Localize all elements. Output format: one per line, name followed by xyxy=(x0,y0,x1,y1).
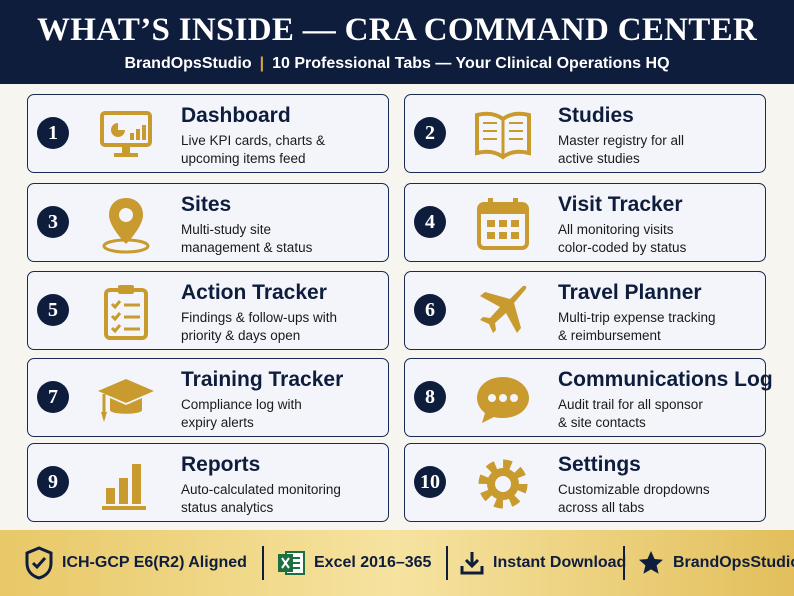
tab-description: Findings & follow-ups with priority & day… xyxy=(181,309,337,345)
tab-card: 5 Action Tracker Findings & follow-ups wit… xyxy=(27,271,389,350)
footer-label: Instant Download xyxy=(493,554,627,571)
tab-description: Audit trail for all sponsor & site contac… xyxy=(558,396,703,432)
description-line: color-coded by status xyxy=(558,240,687,255)
description-line: Multi-study site xyxy=(181,222,272,237)
tab-description: Multi-study site management & status xyxy=(181,221,312,257)
tab-title: Settings xyxy=(558,453,641,476)
tab-description: Live KPI cards, charts & upcoming items f… xyxy=(181,132,325,168)
tab-number: 1 xyxy=(37,117,69,149)
tab-title: Training Tracker xyxy=(181,368,344,391)
footer-item: BrandOpsStudio xyxy=(637,530,794,596)
tab-icon xyxy=(477,198,529,250)
subtitle: 10 Professional Tabs — Your Clinical Ope… xyxy=(272,55,670,72)
tab-icon xyxy=(102,198,150,254)
description-line: Compliance log with xyxy=(181,397,302,412)
tab-description: Multi-trip expense tracking & reimburseme… xyxy=(558,309,716,345)
tab-title: Visit Tracker xyxy=(558,193,683,216)
tab-number: 9 xyxy=(37,466,69,498)
footer-icon xyxy=(278,551,305,575)
footer-item: ICH-GCP E6(R2) Aligned xyxy=(24,530,247,596)
footer-item: Instant Download xyxy=(459,530,626,596)
description-line: expiry alerts xyxy=(181,415,254,430)
tab-description: Compliance log with expiry alerts xyxy=(181,396,302,432)
description-line: All monitoring visits xyxy=(558,222,674,237)
footer: ICH-GCP E6(R2) Aligned Excel 2016–365 Inst… xyxy=(0,530,794,596)
tab-number: 3 xyxy=(37,206,69,238)
footer-icon xyxy=(460,552,484,575)
separator: | xyxy=(259,55,265,72)
footer-item: Excel 2016–365 xyxy=(276,530,431,596)
description-line: Master registry for all xyxy=(558,133,685,148)
footer-label: ICH-GCP E6(R2) Aligned xyxy=(62,554,247,571)
description-line: Audit trail for all sponsor xyxy=(558,397,703,412)
tab-icon xyxy=(100,111,152,157)
divider xyxy=(262,546,264,580)
tab-number: 4 xyxy=(414,206,446,238)
description-line: upcoming items feed xyxy=(181,151,306,166)
tab-card: 6 Travel Planner Multi-trip expense tracki… xyxy=(404,271,766,350)
tab-icon xyxy=(480,285,527,333)
footer-icon xyxy=(639,551,663,574)
description-line: priority & days open xyxy=(181,328,301,343)
tab-icon xyxy=(478,459,528,509)
tab-card: 2 Studies Master registry for all active st… xyxy=(404,94,766,173)
tab-title: Sites xyxy=(181,193,232,216)
tab-title: Travel Planner xyxy=(558,281,702,304)
description-line: management & status xyxy=(181,240,313,255)
description-line: Findings & follow-ups with xyxy=(181,310,338,325)
tab-number: 6 xyxy=(414,294,446,326)
description-line: Live KPI cards, charts & xyxy=(181,133,326,148)
tab-card: 7 Training Tracker Compliance log with expi… xyxy=(27,358,389,437)
description-line: & reimbursement xyxy=(558,328,661,343)
tab-description: Auto-calculated monitoring status analyti… xyxy=(181,481,341,517)
tab-title: Communications Log xyxy=(558,368,773,391)
tab-icon xyxy=(475,111,531,160)
tab-card: 1 Dashboard Live KPI cards, charts & upcomi… xyxy=(27,94,389,173)
description-line: Auto-calculated monitoring xyxy=(181,482,341,497)
tab-number: 7 xyxy=(37,381,69,413)
tab-title: Dashboard xyxy=(181,104,291,127)
tab-title: Action Tracker xyxy=(181,281,327,304)
tab-number: 8 xyxy=(414,381,446,413)
description-line: Customizable dropdowns xyxy=(558,482,710,497)
brand: BrandOpsStudio xyxy=(124,55,252,72)
description-line: Multi-trip expense tracking xyxy=(558,310,716,325)
tab-icon xyxy=(477,377,529,423)
divider xyxy=(623,546,625,580)
tab-icon xyxy=(104,285,148,340)
tab-number: 2 xyxy=(414,117,446,149)
tab-icon xyxy=(98,379,154,422)
tab-number: 5 xyxy=(37,294,69,326)
footer-icon xyxy=(25,546,53,580)
tab-title: Studies xyxy=(558,104,634,127)
description-line: active studies xyxy=(558,151,640,166)
footer-label: Excel 2016–365 xyxy=(314,554,432,571)
footer-label: BrandOpsStudio xyxy=(673,554,794,571)
tab-title: Reports xyxy=(181,453,261,476)
tab-card: 4 Visit Tracker All monitoring visits color… xyxy=(404,183,766,262)
tab-number: 10 xyxy=(414,466,446,498)
header: WHAT’S INSIDE — CRA COMMAND CENTER Brand… xyxy=(0,0,794,84)
tab-card: 9 Reports Auto-calculated monitoring status… xyxy=(27,443,389,522)
tab-description: Master registry for all active studies xyxy=(558,132,684,168)
tab-card: 3 Sites Multi-study site management & statu… xyxy=(27,183,389,262)
tab-icon xyxy=(102,464,146,510)
subtitle-row: BrandOpsStudio | 10 Professional Tabs — Yo… xyxy=(0,55,794,73)
tab-description: All monitoring visits color-coded by stat… xyxy=(558,221,686,257)
description-line: status analytics xyxy=(181,500,274,515)
tab-card: 10 Settings Customizable dropdowns across a… xyxy=(404,443,766,522)
tab-description: Customizable dropdowns across all tabs xyxy=(558,481,710,517)
divider xyxy=(446,546,448,580)
description-line: & site contacts xyxy=(558,415,646,430)
title: WHAT’S INSIDE — CRA COMMAND CENTER xyxy=(36,12,758,48)
tab-card: 8 Communications Log Audit trail for all s… xyxy=(404,358,773,437)
description-line: across all tabs xyxy=(558,500,645,515)
